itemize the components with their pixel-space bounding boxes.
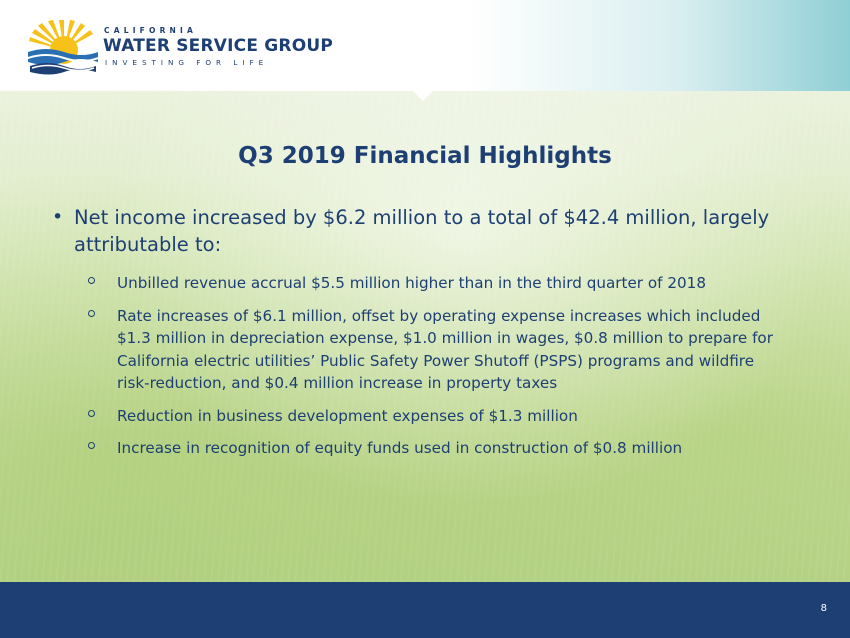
slide-footer: 8	[0, 582, 850, 638]
slide-title: Q3 2019 Financial Highlights	[238, 143, 612, 169]
brand-name: WATER SERVICE GROUP	[103, 36, 334, 56]
sub-bullet-list: Unbilled revenue accrual $5.5 million hi…	[88, 272, 788, 470]
list-item: Reduction in business development expens…	[88, 405, 788, 428]
hollow-bullet-icon	[88, 409, 95, 417]
sub-bullet-text: Reduction in business development expens…	[117, 406, 578, 425]
sub-bullet-text: Increase in recognition of equity funds …	[117, 439, 683, 457]
sub-bullet-text: Rate increases of $6.1 million, offset b…	[117, 306, 773, 393]
hollow-bullet-icon	[88, 277, 95, 284]
main-bullet: • Net income increased by $6.2 million t…	[52, 204, 792, 258]
main-bullet-text: Net income increased by $6.2 million to …	[74, 206, 770, 256]
brand-tagline: INVESTING FOR LIFE	[105, 58, 269, 67]
list-item: Unbilled revenue accrual $5.5 million hi…	[88, 272, 788, 295]
sun-water-logo-icon	[28, 20, 98, 75]
page-number: 8	[820, 603, 827, 614]
hollow-bullet-icon	[88, 442, 95, 449]
header-notch	[413, 91, 433, 101]
slide-header: CALIFORNIA WATER SERVICE GROUP INVESTING…	[0, 0, 850, 91]
background-overlay	[0, 91, 850, 582]
sub-bullet-text: Unbilled revenue accrual $5.5 million hi…	[117, 274, 706, 292]
company-logo: CALIFORNIA WATER SERVICE GROUP INVESTING…	[28, 20, 333, 80]
grass-background-image	[0, 91, 850, 582]
list-item: Rate increases of $6.1 million, offset b…	[88, 305, 788, 395]
hollow-bullet-icon	[88, 309, 95, 317]
bullet-dot-icon: •	[52, 206, 64, 228]
brand-top-text: CALIFORNIA	[104, 26, 198, 35]
list-item: Increase in recognition of equity funds …	[88, 437, 788, 460]
